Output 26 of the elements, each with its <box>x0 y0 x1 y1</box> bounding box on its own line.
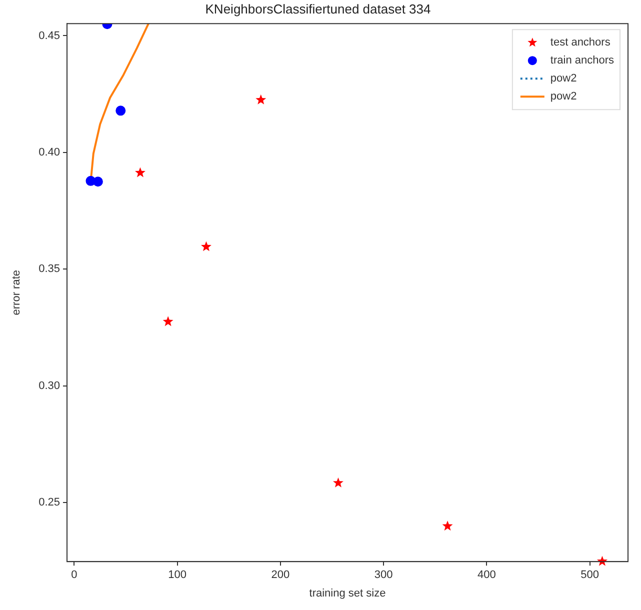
legend-label: pow2 <box>550 90 577 103</box>
point <box>116 106 126 116</box>
y-tick-label: 0.30 <box>38 380 60 392</box>
y-axis-title: error rate <box>10 270 23 316</box>
legend-label: test anchors <box>550 36 611 49</box>
x-tick-label: 200 <box>271 569 290 582</box>
x-axis-title: training set size <box>309 587 386 600</box>
y-tick-label: 0.45 <box>38 30 60 42</box>
x-tick-label: 300 <box>374 569 393 582</box>
point <box>442 520 453 531</box>
x-tick-label: 0 <box>71 569 78 582</box>
point <box>200 241 212 252</box>
x-tick-label: 400 <box>478 569 496 582</box>
point <box>162 316 174 326</box>
point <box>92 176 103 187</box>
chart-title: KNeighborsClassifiertuned dataset 334 <box>205 1 431 16</box>
y-tick-label: 0.25 <box>38 496 60 509</box>
legend-label: train anchors <box>550 54 614 67</box>
point <box>134 167 146 178</box>
x-tick-label: 100 <box>168 569 187 582</box>
legend-label: pow2 <box>550 72 577 85</box>
y-tick-label: 0.40 <box>38 146 60 158</box>
y-tick-label: 0.35 <box>38 263 60 276</box>
point <box>256 94 266 104</box>
point <box>332 477 344 488</box>
x-tick-label: 500 <box>580 569 600 582</box>
